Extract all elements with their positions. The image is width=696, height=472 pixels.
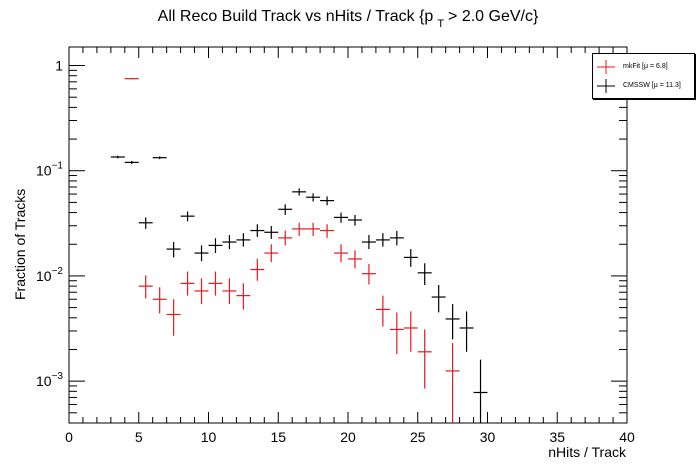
legend: mkFit [μ = 6.8] CMSSW [μ = 11.3] <box>592 53 695 99</box>
data-point-mkfit <box>250 258 265 281</box>
data-point-mkfit <box>417 329 432 389</box>
data-point-cmssw <box>334 212 348 223</box>
data-point-cmssw <box>110 155 125 159</box>
data-point-cmssw <box>459 311 474 352</box>
y-tick-label: 10−2 <box>36 266 63 284</box>
data-point-cmssw <box>375 233 390 247</box>
data-point-cmssw <box>445 304 460 340</box>
data-point-mkfit <box>124 78 139 80</box>
x-tick-label: 35 <box>549 429 565 445</box>
data-point-mkfit <box>166 299 181 336</box>
legend-label-mkfit: mkFit [μ = 6.8] <box>623 63 668 70</box>
data-point-mkfit <box>389 312 404 355</box>
data-point-mkfit <box>194 278 209 305</box>
data-point-cmssw <box>292 188 307 196</box>
data-point-cmssw <box>236 233 251 247</box>
data-point-mkfit <box>138 275 153 299</box>
data-point-mkfit <box>348 250 362 269</box>
data-point-cmssw <box>208 238 223 254</box>
data-point-mkfit <box>236 283 251 310</box>
data-point-cmssw <box>431 284 446 313</box>
data-point-cmssw <box>222 234 237 250</box>
legend-entry-cmssw: CMSSW [μ = 11.3] <box>595 77 693 95</box>
y-tick-label: 1 <box>55 58 63 74</box>
x-tick-label: 40 <box>619 429 635 445</box>
chart-title-subscript: T <box>437 18 445 30</box>
data-point-mkfit <box>320 224 335 238</box>
data-point-mkfit <box>180 271 195 296</box>
x-tick-label: 5 <box>135 429 143 445</box>
data-point-cmssw <box>348 214 362 226</box>
plot-frame <box>68 46 628 424</box>
data-point-cmssw <box>180 211 195 222</box>
x-tick-label: 20 <box>340 429 356 445</box>
data-point-cmssw <box>166 242 181 258</box>
data-point-cmssw <box>389 230 404 246</box>
data-point-mkfit <box>208 271 223 296</box>
x-tick-label: 25 <box>410 429 426 445</box>
data-point-mkfit <box>278 230 293 246</box>
data-point-cmssw <box>417 263 432 285</box>
data-point-cmssw <box>152 156 167 160</box>
data-point-cmssw <box>278 204 293 215</box>
data-point-cmssw <box>264 226 279 239</box>
data-point-mkfit <box>222 278 237 305</box>
data-point-cmssw <box>194 245 209 262</box>
data-point-mkfit <box>292 222 307 236</box>
data-point-mkfit <box>334 244 348 263</box>
data-point-mkfit <box>361 263 376 285</box>
legend-marker-cmssw <box>597 79 615 93</box>
x-tick-label: 10 <box>201 429 217 445</box>
data-point-cmssw <box>473 359 488 423</box>
y-axis-label: Fraction of Tracks <box>12 188 28 300</box>
data-point-cmssw <box>124 160 139 164</box>
data-point-mkfit <box>375 295 390 327</box>
data-point-cmssw <box>250 224 265 237</box>
data-point-cmssw <box>306 193 321 202</box>
chart-title-tail: > 2.0 GeV/c} <box>448 8 539 25</box>
legend-label-cmssw: CMSSW [μ = 11.3] <box>623 82 681 89</box>
x-tick-label: 15 <box>270 429 286 445</box>
data-point-mkfit <box>445 343 460 423</box>
legend-marker-mkfit <box>597 60 615 74</box>
data-point-cmssw <box>361 234 376 250</box>
x-tick-label: 30 <box>480 429 496 445</box>
data-point-cmssw <box>320 196 335 206</box>
data-point-mkfit <box>264 244 279 263</box>
data-point-cmssw <box>403 249 418 267</box>
legend-entry-mkfit: mkFit [μ = 6.8] <box>595 58 693 76</box>
data-point-cmssw <box>138 217 153 229</box>
chart-title-main: All Reco Build Track vs nHits / Track {p <box>157 8 434 25</box>
data-point-mkfit <box>152 287 167 314</box>
chart-title: All Reco Build Track vs nHits / Track {p… <box>0 8 696 30</box>
y-tick-label: 10−3 <box>36 371 63 389</box>
data-point-mkfit <box>403 311 418 352</box>
data-point-mkfit <box>306 222 321 236</box>
x-axis-label: nHits / Track <box>548 444 626 460</box>
x-tick-label: 0 <box>65 429 73 445</box>
y-tick-label: 10−1 <box>36 161 63 179</box>
